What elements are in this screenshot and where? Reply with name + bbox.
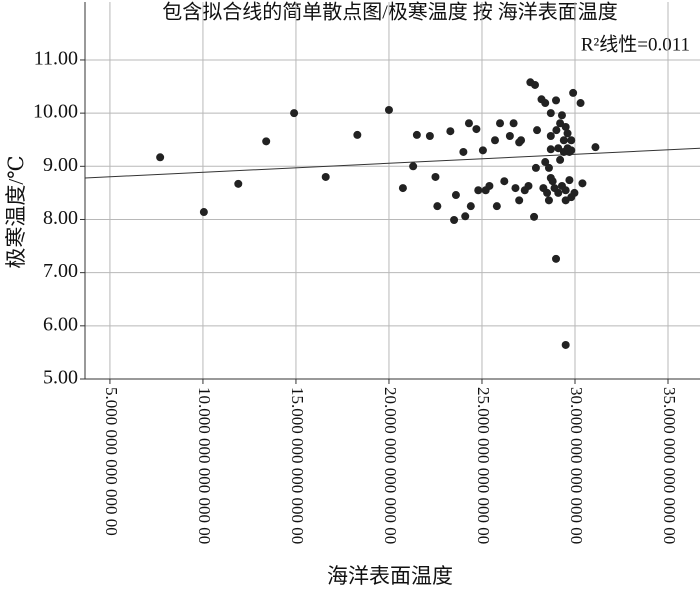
annotation: R²线性=0.011 [581, 33, 690, 55]
point [561, 186, 570, 195]
point [546, 131, 555, 140]
point [492, 202, 501, 211]
point [541, 158, 550, 167]
point [496, 119, 505, 128]
point [567, 146, 576, 155]
point [474, 186, 483, 195]
point [425, 131, 434, 140]
chart-title: 包含拟合线的简单散点图/极寒温度 按 海洋表面温度 [162, 1, 618, 24]
point [461, 212, 470, 221]
point [517, 136, 526, 145]
point [321, 172, 330, 181]
point [472, 125, 481, 134]
point [544, 196, 553, 205]
point [485, 181, 494, 190]
y-tick-label: 6.00 [43, 313, 78, 335]
y-axis-label: 极寒温度/℃ [4, 155, 28, 268]
point [531, 163, 540, 172]
x-tick-label: 35.000 000 000 000 00 [660, 387, 679, 544]
point [544, 163, 553, 172]
point [561, 340, 570, 349]
point [546, 145, 555, 154]
point [515, 196, 524, 205]
y-tick-label: 11.00 [34, 48, 78, 70]
point [450, 216, 459, 225]
point [451, 191, 460, 200]
point [290, 109, 299, 118]
point [234, 179, 243, 188]
point [578, 179, 587, 188]
point [262, 137, 271, 146]
point [546, 109, 555, 118]
x-tick-label: 10.000 000 000 000 00 [195, 387, 214, 544]
point [156, 153, 165, 162]
point [511, 184, 520, 193]
point [466, 202, 475, 211]
point [569, 88, 578, 97]
y-tick-label: 8.00 [43, 207, 78, 229]
point [565, 176, 574, 185]
point [556, 155, 565, 164]
point [567, 136, 576, 145]
point [464, 119, 473, 128]
x-axis-label: 海洋表面温度 [327, 564, 453, 588]
point [554, 188, 563, 197]
point [570, 188, 579, 197]
x-tick-label: 15.000 000 000 000 00 [288, 387, 307, 544]
x-tick-label: 20.000 000 000 000 00 [381, 387, 400, 544]
point [505, 131, 514, 140]
point [591, 143, 600, 152]
y-tick-label: 7.00 [43, 260, 78, 282]
x-tick-label: 30.000 000 000 000 00 [567, 387, 586, 544]
point [509, 119, 518, 128]
point [500, 177, 509, 186]
point [524, 181, 533, 190]
point [530, 80, 539, 89]
fit-line [84, 147, 700, 179]
point [561, 122, 570, 131]
point [559, 136, 568, 145]
point [459, 147, 468, 156]
point [353, 130, 362, 139]
y-tick-label: 10.00 [33, 101, 78, 123]
point [533, 126, 542, 135]
point [530, 212, 539, 221]
point [446, 127, 455, 136]
x-tick-label: 25.000 000 000 000 00 [474, 387, 493, 544]
point [199, 208, 208, 217]
x-tick-label: 5.000 000 000 000 00 [102, 387, 121, 536]
point [552, 126, 561, 135]
point [398, 184, 407, 193]
point [478, 146, 487, 155]
y-tick-label: 9.00 [43, 154, 78, 176]
point [431, 172, 440, 181]
point [412, 130, 421, 139]
point [548, 177, 557, 186]
point [552, 96, 561, 105]
point [433, 202, 442, 211]
point [541, 99, 550, 108]
point [576, 99, 585, 108]
point [491, 136, 499, 145]
point [543, 188, 552, 197]
point [409, 162, 418, 171]
point [563, 129, 572, 138]
point [552, 254, 561, 263]
point [384, 105, 393, 114]
point [557, 111, 566, 120]
y-tick-label: 5.00 [43, 367, 78, 389]
